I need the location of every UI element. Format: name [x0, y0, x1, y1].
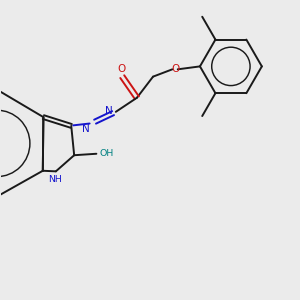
- Text: NH: NH: [48, 175, 61, 184]
- Text: OH: OH: [99, 149, 113, 158]
- Text: N: N: [82, 124, 90, 134]
- Text: O: O: [171, 64, 179, 74]
- Text: O: O: [117, 64, 125, 74]
- Text: N: N: [105, 106, 112, 116]
